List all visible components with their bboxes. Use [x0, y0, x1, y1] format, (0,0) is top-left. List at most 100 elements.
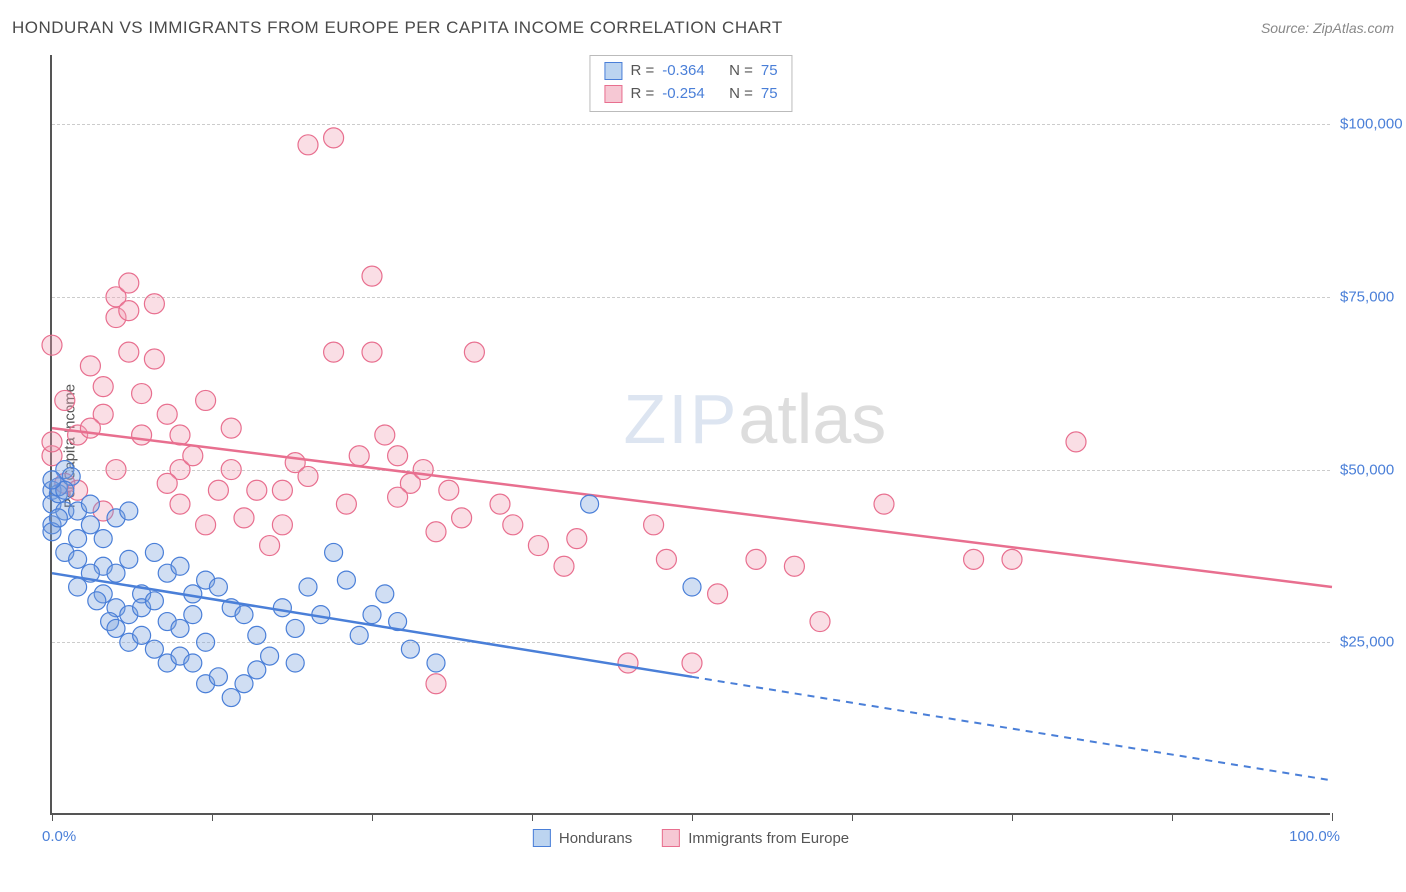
pink-point [221, 460, 241, 480]
swatch-pink [662, 829, 680, 847]
pink-point [490, 494, 510, 514]
pink-point [144, 294, 164, 314]
blue-point [286, 619, 304, 637]
pink-point [42, 335, 62, 355]
legend-item-pink: Immigrants from Europe [662, 829, 849, 847]
pink-point [221, 418, 241, 438]
n-label: N = [729, 83, 753, 106]
x-tick [212, 813, 213, 821]
blue-point [107, 564, 125, 582]
pink-point [208, 480, 228, 500]
pink-point [157, 473, 177, 493]
legend-item-blue: Hondurans [533, 829, 632, 847]
blue-point [248, 661, 266, 679]
pink-point [528, 536, 548, 556]
blue-point [133, 626, 151, 644]
blue-point [107, 619, 125, 637]
pink-point [80, 356, 100, 376]
blue-point [337, 571, 355, 589]
pink-point [746, 549, 766, 569]
blue-point [120, 550, 138, 568]
legend-blue-label: Hondurans [559, 830, 632, 847]
x-tick [532, 813, 533, 821]
pink-point [144, 349, 164, 369]
y-tick-label: $75,000 [1340, 288, 1406, 305]
y-tick-label: $100,000 [1340, 116, 1406, 133]
pink-point [298, 135, 318, 155]
blue-point [235, 606, 253, 624]
blue-point [581, 495, 599, 513]
pink-point [362, 342, 382, 362]
pink-point [106, 460, 126, 480]
blue-point [286, 654, 304, 672]
header-bar: HONDURAN VS IMMIGRANTS FROM EUROPE PER C… [12, 18, 1394, 38]
blue-point [273, 599, 291, 617]
blue-point [235, 675, 253, 693]
blue-point [69, 530, 87, 548]
pink-point [964, 549, 984, 569]
pink-point [119, 342, 139, 362]
blue-point [401, 640, 419, 658]
pink-point [132, 384, 152, 404]
pink-point [324, 128, 344, 148]
blue-trendline [52, 573, 692, 677]
pink-point [272, 515, 292, 535]
blue-point [171, 557, 189, 575]
source-name: ZipAtlas.com [1313, 20, 1394, 36]
pink-point [567, 529, 587, 549]
x-tick [1332, 813, 1333, 821]
pink-point [439, 480, 459, 500]
pink-point [375, 425, 395, 445]
pink-point [196, 515, 216, 535]
pink-point [272, 480, 292, 500]
stats-box: R = -0.364 N = 75 R = -0.254 N = 75 [589, 55, 792, 112]
pink-point [196, 390, 216, 410]
blue-point [81, 516, 99, 534]
legend-pink-label: Immigrants from Europe [688, 830, 849, 847]
pink-point [1066, 432, 1086, 452]
pink-point [388, 446, 408, 466]
r-label: R = [630, 60, 654, 83]
blue-point [171, 619, 189, 637]
blue-point [145, 640, 163, 658]
blue-point [261, 647, 279, 665]
blue-point [94, 530, 112, 548]
pink-point [426, 674, 446, 694]
pink-point [336, 494, 356, 514]
pink-point [708, 584, 728, 604]
pink-point [554, 556, 574, 576]
x-tick [1012, 813, 1013, 821]
source-label: Source: ZipAtlas.com [1261, 20, 1394, 36]
x-tick [52, 813, 53, 821]
r-label: R = [630, 83, 654, 106]
swatch-blue [533, 829, 551, 847]
x-tick [372, 813, 373, 821]
pink-point [324, 342, 344, 362]
pink-point [183, 446, 203, 466]
blue-r-value: -0.364 [662, 60, 705, 83]
blue-point [248, 626, 266, 644]
x-tick [692, 813, 693, 821]
pink-point [413, 460, 433, 480]
stats-row-pink: R = -0.254 N = 75 [604, 83, 777, 106]
pink-point [119, 273, 139, 293]
x-label-left: 0.0% [42, 828, 76, 845]
pink-point [618, 653, 638, 673]
blue-point [197, 633, 215, 651]
pink-point [260, 536, 280, 556]
pink-point [1002, 549, 1022, 569]
x-tick [1172, 813, 1173, 821]
blue-point [376, 585, 394, 603]
x-label-right: 100.0% [1289, 828, 1340, 845]
plot-area: $25,000$50,000$75,000$100,000 ZIPatlas R… [50, 55, 1330, 815]
pink-point [132, 425, 152, 445]
pink-point [464, 342, 484, 362]
pink-point [80, 418, 100, 438]
blue-point [184, 654, 202, 672]
y-tick-label: $50,000 [1340, 461, 1406, 478]
pink-point [119, 301, 139, 321]
blue-point [222, 689, 240, 707]
blue-point [184, 606, 202, 624]
pink-point [298, 466, 318, 486]
blue-point [88, 592, 106, 610]
